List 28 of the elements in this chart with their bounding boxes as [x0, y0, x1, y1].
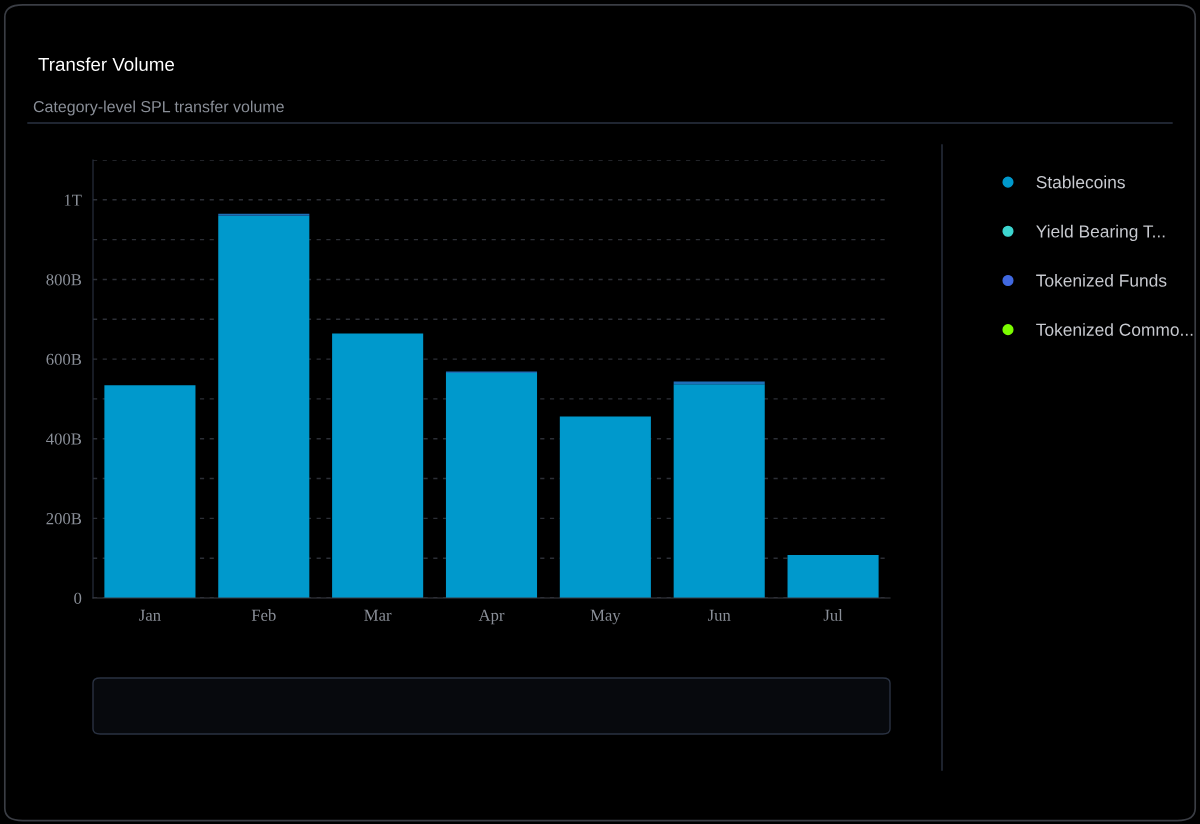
legend-label: Tokenized Commo...: [1036, 323, 1193, 336]
bar: [559, 416, 651, 598]
x-tick-label: Jan: [139, 609, 161, 621]
chart-title: Transfer Volume: [38, 57, 175, 72]
bar: [332, 333, 424, 598]
bar: [218, 215, 310, 598]
bar: [787, 555, 879, 598]
bar: [673, 381, 765, 385]
legend-label: Stablecoins: [1036, 175, 1125, 189]
x-tick-label: Feb: [251, 609, 276, 621]
y-tick-label: 600B: [46, 353, 82, 366]
x-tick-label: Mar: [364, 609, 392, 621]
y-tick-label: 400B: [46, 433, 82, 445]
bar: [445, 373, 538, 598]
y-tick-label: 200B: [46, 513, 82, 525]
y-tick-label: 0: [74, 592, 82, 604]
legend-label: Yield Bearing T...: [1036, 224, 1165, 241]
x-tick-label: Jun: [707, 609, 731, 621]
chart-subtitle: Category-level SPL transfer volume: [33, 100, 284, 116]
y-tick-label: 800B: [46, 274, 82, 286]
bar: [218, 213, 310, 216]
x-tick-label: Jul: [823, 609, 843, 621]
legend-label: Tokenized Funds: [1036, 273, 1167, 287]
bar: [104, 385, 196, 598]
x-tick-label: Apr: [478, 609, 505, 625]
y-tick-label: 1T: [64, 194, 82, 206]
x-tick-label: May: [590, 609, 621, 625]
bar: [673, 384, 765, 598]
